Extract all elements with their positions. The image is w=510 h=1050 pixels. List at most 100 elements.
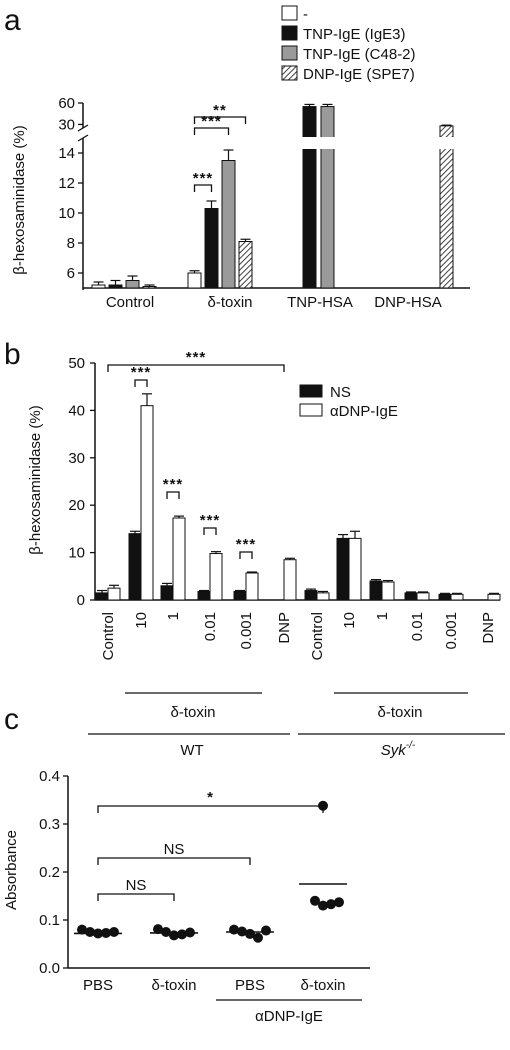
legend-swatch-a-0: [281, 5, 298, 21]
b-ytick-3: 30: [68, 450, 85, 467]
a-break-gap: [436, 137, 456, 149]
c-point-0-0: [77, 924, 87, 935]
a-ytick-3: 12: [58, 175, 75, 192]
b-sig-label-3: ***: [200, 512, 221, 529]
b-category-1: 10: [133, 612, 150, 629]
b-sig-bracket-2: [166, 491, 180, 499]
c-category-0: PBS: [83, 977, 113, 994]
b-category-3: 0.01: [202, 612, 219, 641]
b-group-syk-sup: -/-: [406, 740, 416, 751]
b-category-8: 1: [374, 612, 391, 620]
c-point-1-3: [177, 929, 187, 940]
legend-swatch-a-1: [281, 25, 298, 41]
a-sig-bracket-2: [193, 116, 247, 124]
legend-label-a-3: DNP-IgE (SPE7): [303, 66, 415, 83]
c-category-2: PBS: [235, 977, 265, 994]
c-sig-bracket-1: [97, 857, 251, 865]
legend-label-a-0: -: [303, 6, 308, 23]
b-group-syk-base: Syk: [381, 742, 408, 759]
c-point-0-4: [109, 927, 119, 937]
b-ytick-2: 20: [68, 497, 85, 514]
c-ytick-3: 0.3: [39, 816, 60, 833]
b-sig-bracket-0: [107, 364, 285, 372]
panel-b-letter: b: [4, 338, 21, 371]
c-point-2-4: [261, 925, 271, 936]
b-sig-bracket-1: [134, 379, 148, 387]
a-bar-2-1: [302, 106, 317, 289]
c-sig-bracket-0: [97, 893, 175, 901]
a-ytick-1: 8: [67, 235, 75, 252]
b-group-toxin-wt: δ-toxin: [170, 704, 215, 721]
c-sig-label-0: NS: [126, 877, 147, 894]
b-bar-8-1: [381, 581, 395, 601]
b-category-0: Control: [100, 612, 117, 660]
b-category-2: 1: [165, 612, 182, 620]
b-bar-9-1: [416, 592, 430, 601]
b-ytick-1: 10: [68, 545, 85, 562]
b-bar-4-0: [233, 590, 247, 601]
b-bar-3-0: [197, 590, 211, 601]
b-bar-10-1: [450, 593, 464, 601]
a-bar-0-0: [91, 284, 106, 289]
a-sig-bracket-0: [193, 184, 213, 192]
b-bar-2-0: [160, 585, 174, 601]
b-category-4: 0.001: [238, 612, 255, 650]
c-ytick-2: 0.2: [39, 864, 60, 881]
panel-a-ylabel: β-hexosaminidase (%): [11, 125, 28, 275]
panel-a-chart: - TNP-IgE (IgE3) TNP-IgE (C48-2) DNP-IgE (S…: [11, 5, 470, 311]
a-category-1: δ-toxin: [207, 294, 252, 311]
legend-label-a-1: TNP-IgE (IgE3): [303, 26, 406, 43]
b-category-7: 10: [341, 612, 358, 629]
a-sig-label-2: **: [213, 102, 227, 119]
c-point-3-1: [310, 895, 320, 906]
b-sig-bracket-3: [203, 527, 217, 535]
c-category-3: δ-toxin: [300, 977, 345, 994]
a-bar-1-1: [204, 208, 219, 289]
c-ytick-0: 0.0: [39, 960, 60, 977]
b-sig-label-1: ***: [131, 364, 152, 381]
c-point-1-1: [161, 927, 171, 937]
b-sig-label-2: ***: [163, 476, 184, 493]
b-group-wt: WT: [180, 742, 203, 759]
c-sig-bracket-2: [97, 805, 324, 813]
c-category-1: δ-toxin: [151, 977, 196, 994]
a-bar-2-2: [320, 106, 335, 289]
panel-b-ylabel: β-hexosaminidase (%): [27, 405, 44, 555]
c-group-label: αDNP-IgE: [255, 1008, 323, 1025]
panel-a-letter: a: [4, 4, 21, 37]
b-bar-0-1: [107, 587, 121, 601]
b-sig-label-0: ***: [186, 349, 207, 366]
b-bar-8-0: [369, 580, 383, 601]
c-sig-label-1: NS: [164, 841, 185, 858]
b-bar-9-0: [404, 592, 418, 601]
c-point-2-3: [253, 932, 263, 943]
legend-swatch-b-0: [299, 384, 323, 398]
c-point-0-1: [85, 927, 95, 937]
panel-b-legend: NS αDNP-IgE: [299, 384, 398, 420]
b-bar-4-1: [245, 572, 259, 601]
b-category-11: DNP: [480, 612, 497, 644]
a-bar-3-3: [439, 125, 454, 289]
b-category-9: 0.01: [409, 612, 426, 641]
panel-c-letter: c: [4, 703, 19, 736]
b-ytick-5: 50: [68, 355, 85, 372]
b-ytick-0: 0: [77, 592, 85, 609]
c-point-1-0: [153, 924, 163, 935]
legend-swatch-b-1: [299, 403, 323, 417]
a-sig-bracket-1: [193, 127, 230, 135]
a-ytick-0: 6: [67, 265, 75, 282]
a-sig-label-0: ***: [193, 170, 214, 187]
b-sig-bracket-4: [239, 551, 253, 559]
c-sig-label-2: *: [207, 789, 214, 806]
b-bar-6-0: [304, 590, 318, 601]
b-bar-7-1: [348, 537, 362, 601]
b-bar-1-0: [128, 533, 142, 601]
c-point-3-2: [318, 900, 328, 911]
a-bar-1-0: [187, 272, 202, 289]
a-ytick-2: 10: [58, 205, 75, 222]
a-bar-0-1: [108, 284, 123, 289]
b-bar-10-0: [438, 593, 452, 601]
legend-label-a-2: TNP-IgE (C48-2): [303, 46, 416, 63]
b-bar-7-0: [336, 537, 350, 601]
a-ytick-6: 60: [58, 95, 75, 112]
